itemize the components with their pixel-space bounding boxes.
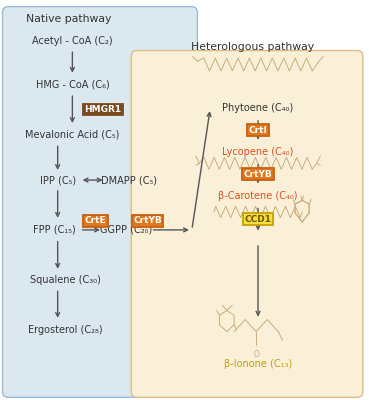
Text: CrtYB: CrtYB	[133, 216, 162, 225]
Text: CCD1: CCD1	[245, 215, 272, 224]
Text: Acetyl - CoA (C₂): Acetyl - CoA (C₂)	[32, 36, 113, 46]
Text: Heterologous pathway: Heterologous pathway	[191, 42, 314, 52]
Text: Phytoene (C₄₀): Phytoene (C₄₀)	[223, 103, 294, 113]
Text: DMAPP (C₅): DMAPP (C₅)	[101, 175, 157, 185]
FancyBboxPatch shape	[131, 50, 363, 397]
Text: GGPP (C₂₀): GGPP (C₂₀)	[100, 225, 152, 235]
Text: FPP (C₁₅): FPP (C₁₅)	[32, 225, 75, 235]
FancyBboxPatch shape	[3, 7, 197, 397]
Text: HMG - CoA (C₆): HMG - CoA (C₆)	[35, 80, 109, 90]
Text: Native pathway: Native pathway	[26, 14, 111, 24]
Text: CrtI: CrtI	[249, 126, 268, 135]
Text: β-Ionone (C₁₃): β-Ionone (C₁₃)	[224, 359, 292, 369]
Text: IPP (C₅): IPP (C₅)	[39, 175, 76, 185]
Text: Mevalonic Acid (C₅): Mevalonic Acid (C₅)	[25, 129, 120, 139]
Text: HMGR1: HMGR1	[85, 105, 121, 114]
Text: Squalene (C₃₀): Squalene (C₃₀)	[30, 275, 100, 285]
Text: CrtYB: CrtYB	[244, 170, 272, 178]
Text: Ergosterol (C₂₈): Ergosterol (C₂₈)	[28, 324, 102, 334]
Text: Lycopene (C₄₀): Lycopene (C₄₀)	[223, 147, 294, 157]
Text: β-Carotene (C₄₀): β-Carotene (C₄₀)	[218, 191, 298, 201]
Text: CrtE: CrtE	[85, 216, 106, 225]
Text: O: O	[253, 350, 259, 359]
